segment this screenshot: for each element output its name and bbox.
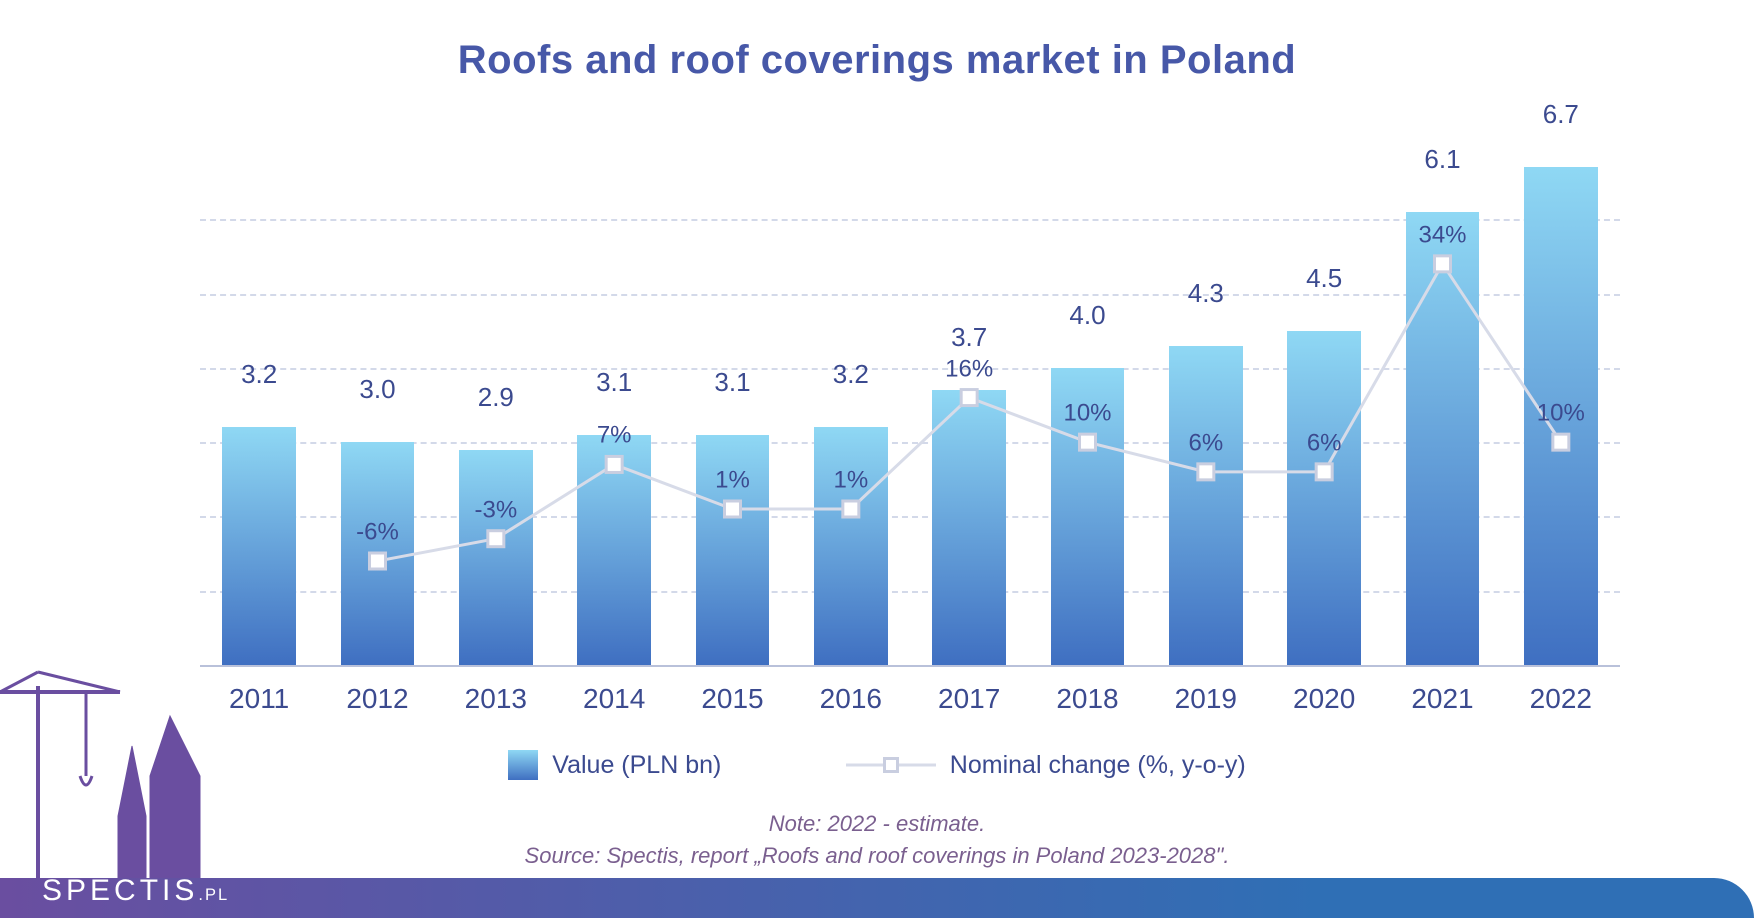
x-axis-label: 2012 (318, 683, 436, 715)
brand-domain: .PL (198, 886, 229, 904)
brand-logo: SPECTIS.PL (42, 874, 229, 908)
line-marker (1435, 256, 1451, 272)
legend-item-line: Nominal change (%, y-o-y) (846, 751, 1246, 780)
line-value-label: 34% (1418, 221, 1466, 249)
line-path (378, 264, 1561, 561)
line-marker (1080, 434, 1096, 450)
legend-bar-swatch (508, 750, 538, 780)
line-marker (1553, 434, 1569, 450)
axis-baseline (200, 665, 1620, 667)
x-axis-label: 2017 (910, 683, 1028, 715)
x-axis-label: 2015 (673, 683, 791, 715)
legend-line-swatch (846, 755, 936, 775)
line-value-label: -3% (474, 496, 517, 524)
legend-bar-label: Value (PLN bn) (552, 751, 721, 780)
line-marker (843, 501, 859, 517)
x-axis-label: 2020 (1265, 683, 1383, 715)
legend-line-marker (883, 757, 899, 773)
x-axis-label: 2019 (1147, 683, 1265, 715)
chart-title: Roofs and roof coverings market in Polan… (0, 38, 1754, 83)
line-series (200, 145, 1620, 665)
line-marker (1316, 464, 1332, 480)
brand-main: SPECTIS (42, 874, 198, 907)
line-value-label: 1% (715, 467, 750, 495)
line-marker (370, 553, 386, 569)
line-marker (1198, 464, 1214, 480)
legend-item-bar: Value (PLN bn) (508, 750, 721, 780)
x-axis-label: 2016 (792, 683, 910, 715)
legend-line-label: Nominal change (%, y-o-y) (950, 751, 1246, 780)
chart-title-text: Roofs and roof coverings market in Polan… (458, 38, 1296, 82)
chart-area: 3.220113.020122.920133.120143.120153.220… (200, 145, 1620, 665)
x-axis-label: 2014 (555, 683, 673, 715)
line-marker (488, 531, 504, 547)
x-axis-label: 2021 (1383, 683, 1501, 715)
x-axis-label: 2018 (1028, 683, 1146, 715)
x-axis-label: 2013 (437, 683, 555, 715)
line-marker (725, 501, 741, 517)
x-axis-label: 2022 (1502, 683, 1620, 715)
bar-value-label: 6.7 (1524, 99, 1597, 130)
line-marker (961, 390, 977, 406)
line-value-label: 7% (597, 422, 632, 450)
line-value-label: 6% (1188, 429, 1223, 457)
line-value-label: -6% (356, 519, 399, 547)
silhouette-decoration (0, 626, 260, 886)
note-line-1: Note: 2022 - estimate. (0, 808, 1754, 840)
footer-band (0, 878, 1754, 918)
line-value-label: 10% (1063, 400, 1111, 428)
line-value-label: 10% (1537, 400, 1585, 428)
legend: Value (PLN bn) Nominal change (%, y-o-y) (0, 750, 1754, 780)
note-line-2: Source: Spectis, report „Roofs and roof … (0, 840, 1754, 872)
notes: Note: 2022 - estimate. Source: Spectis, … (0, 808, 1754, 872)
line-value-label: 6% (1307, 429, 1342, 457)
line-marker (606, 456, 622, 472)
line-value-label: 1% (833, 467, 868, 495)
line-value-label: 16% (945, 355, 993, 383)
